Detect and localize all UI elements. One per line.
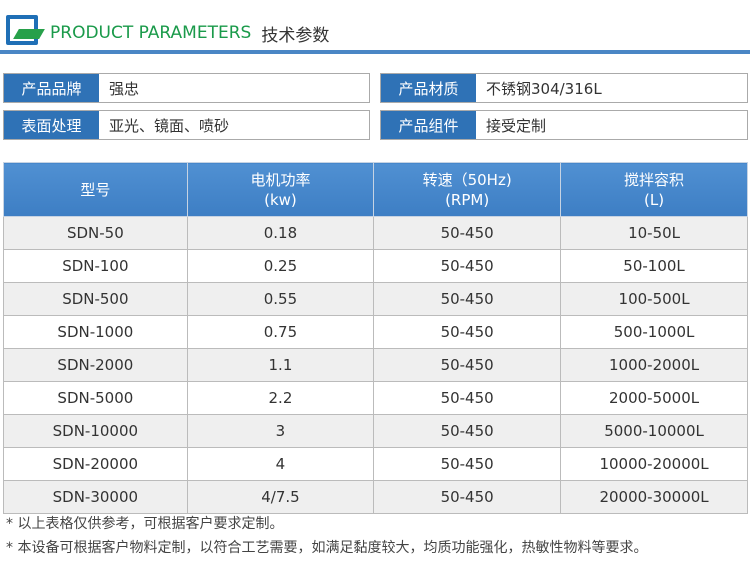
table-cell: 5000-10000L [560,414,748,448]
table-row: SDN-30000 4/7.5 50-450 20000-30000L [3,480,748,514]
table-cell: 0.18 [186,216,375,250]
table-cell: 50-450 [373,414,562,448]
logo-icon [6,15,45,45]
table-cell: 50-450 [373,381,562,415]
info-label: 表面处理 [4,111,99,139]
table-cell: 3 [186,414,375,448]
table-row: SDN-50 0.18 50-450 10-50L [3,216,748,250]
table-row: SDN-100 0.25 50-450 50-100L [3,249,748,283]
column-header: 搅拌容积 (L) [560,162,748,217]
table-cell: 2000-5000L [560,381,748,415]
table-cell: 4/7.5 [186,480,375,514]
column-header: 转速（50Hz) (RPM) [373,162,562,217]
table-cell: SDN-5000 [3,381,188,415]
table-row: SDN-20000 4 50-450 10000-20000L [3,447,748,481]
info-value: 不锈钢304/316L [486,79,602,98]
title-cn: 技术参数 [261,25,330,46]
notes: * 以上表格仅供参考，可根据客户要求定制。 * 本设备可根据客户物料定制，以符合… [6,512,647,560]
title-en: PRODUCT PARAMETERS [50,23,252,43]
info-label: 产品品牌 [4,74,99,102]
header-divider [0,50,750,54]
table-row: SDN-1000 0.75 50-450 500-1000L [3,315,748,349]
table-cell: 50-450 [373,282,562,316]
info-material: 产品材质 不锈钢304/316L [380,73,748,103]
table-row: SDN-5000 2.2 50-450 2000-5000L [3,381,748,415]
info-surface: 表面处理 亚光、镜面、喷砂 [3,110,370,140]
table-cell: 20000-30000L [560,480,748,514]
info-brand: 产品品牌 强忠 [3,73,370,103]
header-text: (kw) [264,190,297,209]
info-label: 产品组件 [381,111,476,139]
column-header: 型号 [3,162,188,217]
table-cell: 1.1 [186,348,375,382]
table-row: SDN-2000 1.1 50-450 1000-2000L [3,348,748,382]
table-cell: 50-450 [373,348,562,382]
table-cell: 50-450 [373,216,562,250]
table-cell: SDN-100 [3,249,188,283]
table-cell: 0.55 [186,282,375,316]
table-cell: 4 [186,447,375,481]
table-cell: 10-50L [560,216,748,250]
table-cell: 1000-2000L [560,348,748,382]
note: * 本设备可根据客户物料定制，以符合工艺需要，如满足黏度较大，均质功能强化，热敏… [6,540,648,556]
table-cell: 0.75 [186,315,375,349]
table-cell: 50-450 [373,480,562,514]
info-components: 产品组件 接受定制 [380,110,748,140]
column-header: 电机功率 (kw) [186,162,375,217]
table-cell: 2.2 [186,381,375,415]
info-value: 亚光、镜面、喷砂 [109,116,230,135]
table-cell: SDN-10000 [3,414,188,448]
note: * 以上表格仅供参考，可根据客户要求定制。 [6,516,284,532]
header-text: 电机功率 [250,170,311,189]
info-value: 接受定制 [486,116,547,135]
table-cell: 10000-20000L [560,447,748,481]
table-cell: SDN-500 [3,282,188,316]
table-cell: 50-450 [373,447,562,481]
table-cell: 0.25 [186,249,375,283]
header-text: 搅拌容积 [624,170,685,189]
table-cell: SDN-20000 [3,447,188,481]
table-cell: 50-450 [373,249,562,283]
table-cell: SDN-1000 [3,315,188,349]
table-row: SDN-500 0.55 50-450 100-500L [3,282,748,316]
header-text: (RPM) [445,190,490,209]
table-cell: 500-1000L [560,315,748,349]
table-cell: SDN-30000 [3,480,188,514]
table-cell: SDN-2000 [3,348,188,382]
table-cell: SDN-50 [3,216,188,250]
header-text: (L) [644,190,665,209]
info-value: 强忠 [109,79,140,98]
table-cell: 50-100L [560,249,748,283]
table-row: SDN-10000 3 50-450 5000-10000L [3,414,748,448]
info-label: 产品材质 [381,74,476,102]
table-cell: 100-500L [560,282,748,316]
header-text: 型号 [80,180,111,199]
parameters-table: 型号 电机功率 (kw) 转速（50Hz) (RPM) 搅拌容积 (L) SDN-50 0.1… [3,162,748,514]
table-cell: 50-450 [373,315,562,349]
section-header: PRODUCT PARAMETERS 技术参数 [6,13,329,47]
header-text: 转速（50Hz) [422,170,512,189]
